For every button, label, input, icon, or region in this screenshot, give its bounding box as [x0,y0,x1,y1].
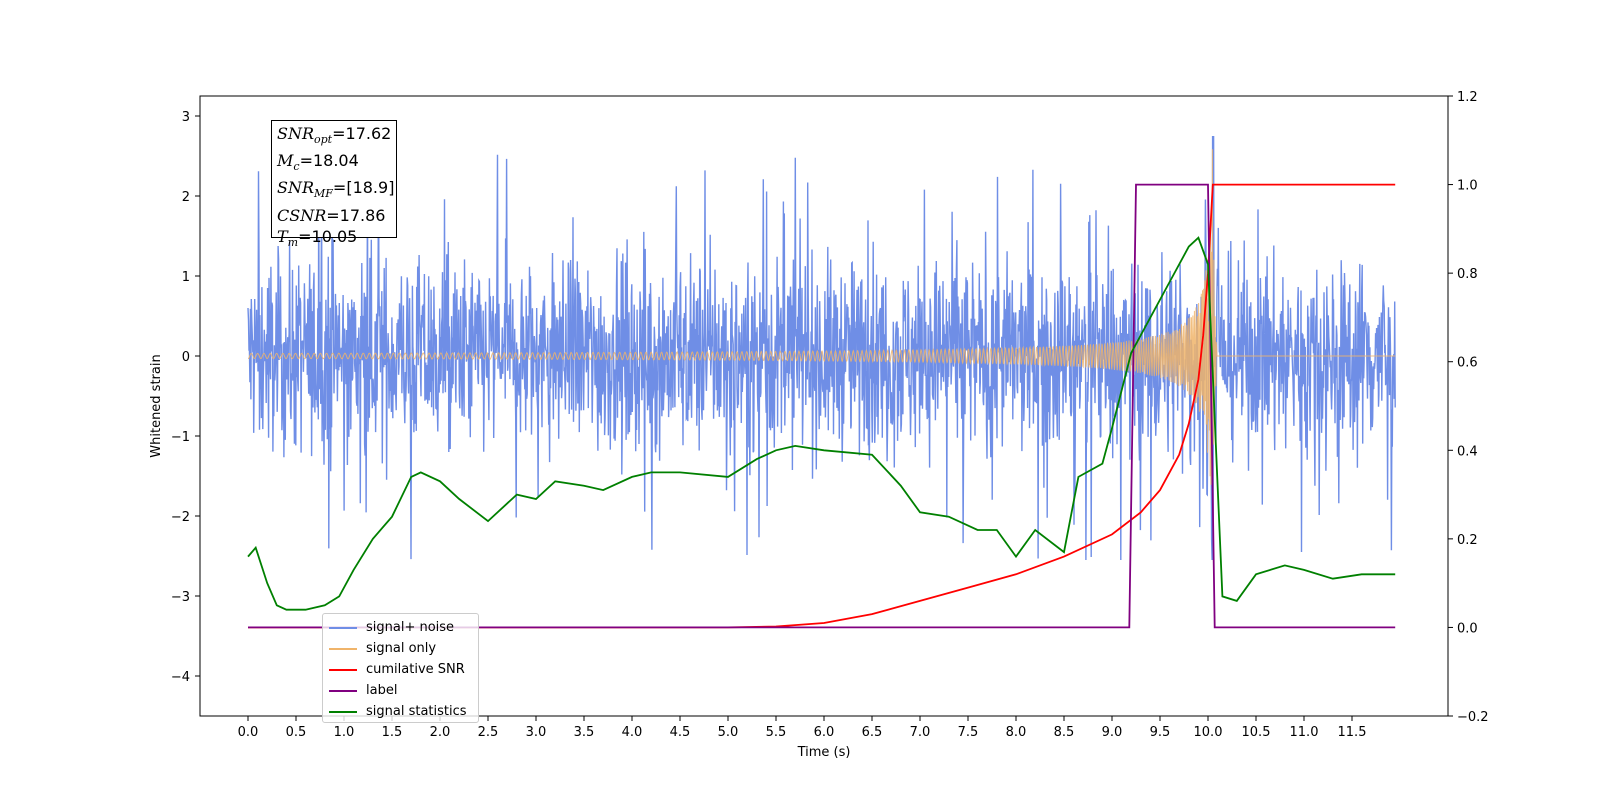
x-tick-label: 7.5 [958,725,979,740]
x-axis-label: Time (s) [797,745,851,760]
x-tick-label: 1.0 [334,725,355,740]
x-tick-label: 1.5 [382,725,403,740]
cumilative-snr-line [248,183,1396,629]
signal-noise-line [247,135,1396,561]
legend-item-cumulative-snr: cumilative SNR [329,659,472,680]
y2-tick-label: 0.8 [1457,267,1478,282]
snr-mf-value: =[18.9] [332,178,395,198]
x-tick-label: 9.0 [1102,725,1123,740]
legend-item-signal-statistics: signal statistics [329,701,472,722]
y-tick-label: −3 [171,590,190,605]
x-tick-label: 11.5 [1338,725,1367,740]
y-tick-label: −1 [171,430,190,445]
mc-value: =18.04 [299,151,359,171]
legend-swatch [329,689,357,692]
label-line [248,183,1396,629]
legend-label: signal+ noise [366,620,455,635]
snr-opt-value: =17.62 [332,124,392,143]
y2-tick-label: 0.4 [1457,444,1478,459]
legend-label: cumilative SNR [366,662,465,677]
y-axis-right: 1.2 1.0 0.8 0.6 0.4 0.2 0.0 −0.2 [1448,90,1489,725]
legend-swatch [329,710,357,713]
y-tick-label: 1 [182,270,190,285]
x-tick-label: 2.0 [430,725,451,740]
x-tick-label: 4.5 [670,725,691,740]
y-tick-label: 0 [182,350,190,365]
snr-opt-line: SNRopt=17.62 [277,124,392,147]
plot-area [247,135,1396,629]
stats-annotation-box: SNRopt=17.62 Mc=18.04 SNRMF=[18.9] CSNR=… [271,120,397,249]
legend-label: label [366,683,398,698]
x-tick-label: 5.5 [766,725,787,740]
legend-item-label: label [329,680,472,701]
x-axis: 0.0 0.5 1.0 1.5 2.0 2.5 3.0 3.5 4.0 4.5 5.0 5.5 6.0 6… [238,716,1367,740]
legend-item-signal-only: signal only [329,638,472,659]
x-tick-label: 7.0 [910,725,931,740]
snr-mf-line: SNRMF=[18.9] [277,178,395,201]
y-tick-label: −4 [171,670,190,685]
csnr-value: =17.86 [326,205,386,225]
x-tick-label: 4.0 [622,725,643,740]
x-tick-label: 10.0 [1194,725,1223,740]
x-tick-label: 6.5 [862,725,883,740]
x-tick-label: 2.5 [478,725,499,740]
legend: signal+ noise signal only cumilative SNR… [322,613,479,723]
signal-statistics-line [247,236,1396,611]
y2-tick-label: −0.2 [1457,710,1489,725]
x-tick-label: 3.0 [526,725,547,740]
legend-label: signal statistics [366,704,467,719]
y-tick-label: 3 [182,110,190,125]
signal-only-line [248,149,1396,485]
tm-value: =10.05 [298,226,358,246]
y2-tick-label: 1.2 [1457,90,1478,105]
y-tick-label: 2 [182,190,190,205]
csnr-line: CSNR=17.86 [277,205,386,225]
y2-tick-label: 0.0 [1457,621,1478,636]
legend-swatch [329,626,357,629]
y-axis-left: 3 2 1 0 −1 −2 −3 −4 [171,110,200,685]
legend-swatch [329,668,357,671]
x-tick-label: 0.5 [286,725,307,740]
x-tick-label: 3.5 [574,725,595,740]
y2-tick-label: 1.0 [1457,179,1478,194]
legend-label: signal only [366,641,437,656]
y-axis-label: Whitened strain [149,354,164,457]
y-tick-label: −2 [171,510,190,525]
x-tick-label: 6.0 [814,725,835,740]
x-tick-label: 11.0 [1290,725,1319,740]
tm-line: Tm=10.05 [277,226,358,249]
y2-tick-label: 0.6 [1457,356,1478,371]
mc-line: Mc=18.04 [277,151,359,174]
x-tick-label: 5.0 [718,725,739,740]
x-tick-label: 10.5 [1242,725,1271,740]
x-tick-label: 8.5 [1054,725,1075,740]
x-tick-label: 8.0 [1006,725,1027,740]
y2-tick-label: 0.2 [1457,533,1478,548]
x-tick-label: 9.5 [1150,725,1171,740]
legend-item-signal-noise: signal+ noise [329,617,472,638]
legend-swatch [329,647,357,650]
x-tick-label: 0.0 [238,725,259,740]
